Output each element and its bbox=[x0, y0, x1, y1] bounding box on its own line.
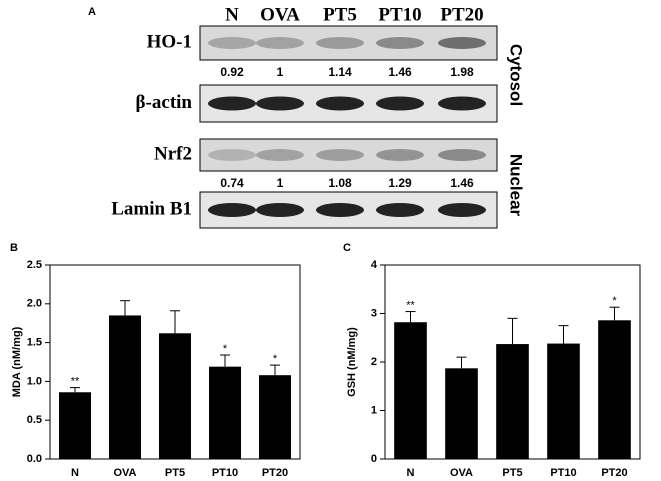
y-tick-label: 1.5 bbox=[27, 337, 42, 349]
lane-label: OVA bbox=[260, 4, 300, 25]
blot-band bbox=[256, 96, 304, 111]
blot-background bbox=[199, 25, 498, 61]
y-tick-label: 2.5 bbox=[27, 259, 42, 271]
blot-band bbox=[256, 203, 304, 217]
y-tick-label: 1.0 bbox=[27, 375, 42, 387]
lane-label: PT10 bbox=[378, 4, 421, 25]
y-tick-label: 0.5 bbox=[27, 414, 42, 426]
blot-band bbox=[256, 149, 304, 161]
x-tick-label: PT5 bbox=[165, 467, 185, 479]
bar bbox=[159, 333, 191, 459]
blot-background bbox=[199, 138, 498, 172]
bar bbox=[259, 375, 291, 459]
bar bbox=[496, 344, 529, 459]
blot-label: HO-1 bbox=[147, 31, 192, 52]
blot-band bbox=[208, 37, 256, 49]
y-axis-label: GSH (nM/mg) bbox=[346, 327, 358, 397]
y-tick-label: 2 bbox=[371, 356, 377, 368]
bar bbox=[598, 320, 631, 459]
bar bbox=[59, 392, 91, 459]
lane-label: PT5 bbox=[323, 4, 357, 25]
fraction-label: Cytosol bbox=[507, 44, 526, 106]
ratio-label: 1 bbox=[277, 176, 284, 190]
ratio-label: 1.46 bbox=[388, 65, 412, 79]
blot-band bbox=[316, 203, 364, 217]
blot-band bbox=[438, 96, 486, 111]
ratio-label: 1.46 bbox=[450, 176, 474, 190]
ratio-label: 1.08 bbox=[328, 176, 352, 190]
significance-mark: ** bbox=[71, 376, 80, 388]
blot-band bbox=[376, 37, 424, 49]
blot-band bbox=[438, 203, 486, 217]
lane-label: N bbox=[225, 4, 239, 25]
blot-band bbox=[208, 203, 256, 217]
fraction-label: Nuclear bbox=[507, 154, 526, 217]
significance-mark: ** bbox=[406, 299, 415, 311]
ratio-label: 1.29 bbox=[388, 176, 412, 190]
x-tick-label: PT5 bbox=[502, 467, 522, 479]
bar bbox=[394, 322, 427, 459]
significance-mark: * bbox=[612, 295, 617, 307]
blot-band bbox=[256, 37, 304, 49]
x-tick-label: N bbox=[407, 467, 415, 479]
bar bbox=[547, 343, 580, 459]
x-tick-label: PT10 bbox=[212, 467, 238, 479]
bar bbox=[109, 315, 141, 459]
x-tick-label: PT10 bbox=[550, 467, 576, 479]
x-tick-label: OVA bbox=[113, 467, 136, 479]
y-tick-label: 0.0 bbox=[27, 453, 42, 465]
x-tick-label: OVA bbox=[450, 467, 473, 479]
y-tick-label: 0 bbox=[371, 453, 377, 465]
panel-label: A bbox=[88, 6, 96, 18]
ratio-label: 1 bbox=[277, 65, 284, 79]
x-tick-label: PT20 bbox=[601, 467, 627, 479]
ratio-label: 0.92 bbox=[220, 65, 244, 79]
y-tick-label: 3 bbox=[371, 307, 377, 319]
blot-band bbox=[208, 96, 256, 111]
blot-band bbox=[208, 149, 256, 161]
x-tick-label: PT20 bbox=[262, 467, 288, 479]
lane-label: PT20 bbox=[440, 4, 483, 25]
blot-band bbox=[376, 149, 424, 161]
significance-mark: * bbox=[273, 353, 278, 365]
blot-label: β-actin bbox=[136, 92, 193, 113]
bar bbox=[445, 368, 478, 459]
blot-band bbox=[438, 37, 486, 49]
y-tick-label: 1 bbox=[371, 404, 377, 416]
blot-label: Nrf2 bbox=[154, 143, 192, 164]
blot-band bbox=[316, 96, 364, 111]
y-tick-label: 4 bbox=[371, 259, 378, 271]
significance-mark: * bbox=[223, 343, 228, 355]
blot-band bbox=[376, 96, 424, 111]
blot-band bbox=[438, 149, 486, 161]
y-tick-label: 2.0 bbox=[27, 298, 42, 310]
blot-band bbox=[316, 37, 364, 49]
panel-label: C bbox=[343, 242, 351, 254]
ratio-label: 1.14 bbox=[328, 65, 352, 79]
blot-band bbox=[316, 149, 364, 161]
bar bbox=[209, 366, 241, 459]
x-tick-label: N bbox=[71, 467, 79, 479]
panel-label: B bbox=[10, 242, 18, 254]
y-axis-label: MDA (nM/mg) bbox=[11, 326, 23, 397]
blot-band bbox=[376, 203, 424, 217]
ratio-label: 0.74 bbox=[220, 176, 244, 190]
ratio-label: 1.98 bbox=[450, 65, 474, 79]
blot-label: Lamin B1 bbox=[111, 198, 192, 219]
